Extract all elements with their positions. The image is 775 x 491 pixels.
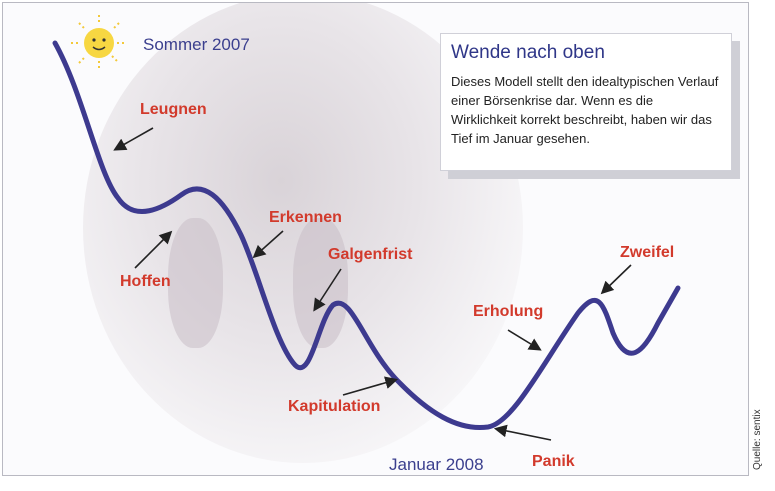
arrow-icon [507, 329, 542, 351]
arrow-icon [600, 264, 632, 295]
phase-label-erkennen: Erkennen [269, 209, 342, 226]
info-box-text: Dieses Modell stellt den idealtypischen … [451, 74, 719, 146]
phase-label-leugnen: Leugnen [140, 101, 207, 118]
sun-icon [71, 15, 127, 71]
market-curve [52, 40, 681, 431]
phase-label-panik: Panik [532, 453, 575, 470]
phase-label-galgenfrist: Galgenfrist [328, 246, 413, 263]
season-label: Sommer 2007 [143, 35, 250, 54]
date-label: Januar 2008 [389, 455, 484, 474]
source-credit: Quelle: sentix [752, 409, 763, 470]
phase-label-hoffen: Hoffen [120, 273, 171, 290]
arrow-icon [313, 268, 342, 312]
crisis-curve-diagram [52, 40, 681, 441]
arrow-icon [493, 424, 552, 441]
arrow-icon [113, 127, 154, 151]
phase-label-erholung: Erholung [473, 303, 544, 320]
background-hand-left [168, 218, 223, 348]
arrow-icon [252, 230, 284, 259]
phase-label-zweifel: Zweifel [620, 244, 675, 261]
arrow-icon [342, 376, 399, 396]
phase-label-kapitulation: Kapitulation [288, 398, 381, 415]
diagram-frame: Sommer 2007 Leugnen Hoffen Erkennen Galg… [2, 2, 749, 476]
arrow-icon [134, 230, 173, 269]
info-box-title: Wende nach oben [451, 42, 605, 63]
info-box: Wende nach oben Dieses Modell stellt den… [440, 33, 732, 171]
